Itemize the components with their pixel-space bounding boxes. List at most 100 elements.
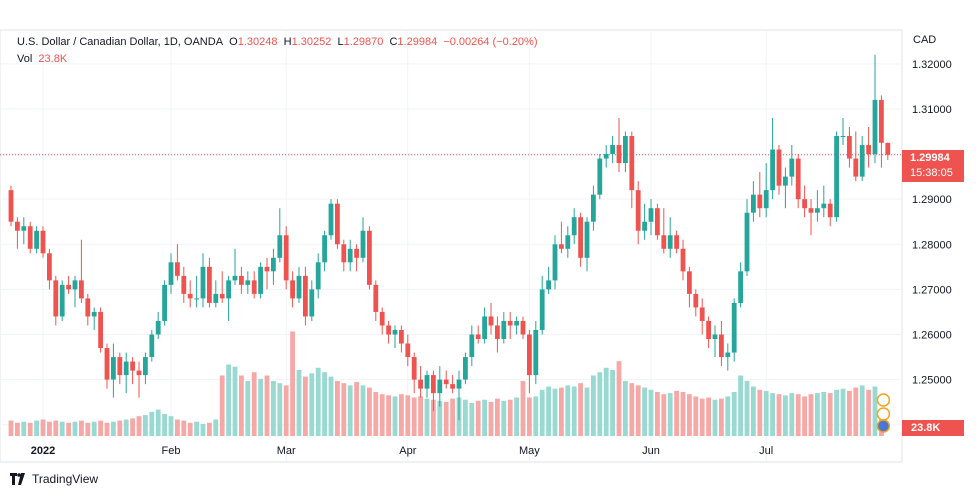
candle-body xyxy=(591,194,596,222)
legend-close-label: C xyxy=(389,36,398,48)
volume-bar xyxy=(130,418,135,436)
candle-body xyxy=(495,325,500,340)
candle-body xyxy=(239,275,244,285)
volume-bar xyxy=(392,396,398,436)
candle-body xyxy=(552,244,558,281)
volume-bar xyxy=(571,386,577,436)
candle-body xyxy=(303,275,308,317)
volume-bar xyxy=(386,395,391,436)
y-tick-label: 1.28000 xyxy=(912,239,952,251)
candle-body xyxy=(143,357,148,376)
volume-bar xyxy=(475,400,481,436)
volume-bar xyxy=(827,393,833,436)
volume-bar xyxy=(661,394,667,436)
volume-bar xyxy=(680,392,686,436)
volume-bar xyxy=(802,396,807,436)
volume-bar xyxy=(674,390,679,436)
candle-body xyxy=(744,212,750,272)
candle-body xyxy=(539,289,545,330)
volume-bar xyxy=(584,387,590,436)
tradingview-logo-icon xyxy=(10,473,25,485)
candle-body xyxy=(815,208,820,213)
volume-bar xyxy=(245,381,251,436)
candle-body xyxy=(642,221,647,231)
candle-body xyxy=(98,311,103,349)
volume-bar xyxy=(187,422,193,436)
volume-bar xyxy=(207,422,212,436)
candle-body xyxy=(418,379,423,389)
volume-bar xyxy=(373,392,379,436)
volume-bar xyxy=(213,419,219,436)
candle-body xyxy=(712,334,718,340)
candle-body xyxy=(226,280,231,299)
candle-body xyxy=(834,136,839,218)
currency-label[interactable]: CAD xyxy=(913,34,937,46)
volume-bar xyxy=(194,421,199,436)
legend-volume-label[interactable]: Vol xyxy=(17,53,33,65)
candle-body xyxy=(354,248,359,258)
volume-bar xyxy=(21,421,27,436)
candle-body xyxy=(853,158,859,177)
candle-body xyxy=(123,361,129,376)
candle-body xyxy=(482,316,487,340)
volume-bar xyxy=(840,388,846,436)
volume-bar xyxy=(117,420,123,436)
candle-body xyxy=(245,280,251,285)
volume-bar xyxy=(309,373,315,436)
candle-body xyxy=(296,275,302,299)
candle-body xyxy=(168,262,174,285)
volume-bar xyxy=(34,420,39,436)
candle-body xyxy=(597,158,603,195)
volume-bar xyxy=(104,422,110,436)
volume-bar xyxy=(603,367,609,436)
candle-body xyxy=(738,271,743,303)
candle-body xyxy=(386,325,391,335)
candle-body xyxy=(111,357,116,380)
candle-body xyxy=(648,208,654,222)
candle-body xyxy=(219,293,225,299)
volume-bar xyxy=(59,421,65,436)
brand-name: TradingView xyxy=(32,472,99,486)
candle-body xyxy=(623,136,628,164)
candle-body xyxy=(40,230,46,254)
volume-bar xyxy=(559,387,564,436)
volume-bar xyxy=(815,393,820,436)
bar-countdown: 15:38:05 xyxy=(910,167,953,179)
volume-bar xyxy=(834,389,839,436)
candle-body xyxy=(674,235,679,249)
candle-body xyxy=(117,357,123,376)
volume-bar xyxy=(514,397,519,436)
candle-body xyxy=(859,145,865,177)
y-tick-label: 1.32000 xyxy=(912,59,952,71)
volume-bar xyxy=(27,422,33,436)
x-tick-label: Jul xyxy=(759,445,773,457)
volume-bar xyxy=(175,419,180,436)
candle-body xyxy=(527,334,532,376)
volume-bar xyxy=(251,372,257,436)
candle-body xyxy=(463,357,468,380)
candle-body xyxy=(520,320,526,335)
volume-bar xyxy=(399,394,404,436)
volume-bar xyxy=(283,385,289,436)
candle-body xyxy=(571,217,577,236)
candle-body xyxy=(840,136,846,138)
volume-bar xyxy=(693,396,699,436)
x-tick-label: Mar xyxy=(277,445,296,457)
candle-body xyxy=(610,145,615,155)
candle-body xyxy=(501,320,507,340)
volume-bar xyxy=(847,390,852,436)
volume-bar xyxy=(719,398,724,436)
candle-body xyxy=(411,357,417,380)
candle-body xyxy=(232,275,238,281)
candle-body xyxy=(264,266,270,272)
candle-body xyxy=(258,266,263,294)
volume-bar xyxy=(687,394,692,436)
legend-symbol[interactable]: U.S. Dollar / Canadian Dollar, 1D, OANDA xyxy=(17,36,224,48)
candle-body xyxy=(53,280,59,317)
volume-bar xyxy=(578,383,583,436)
volume-bar xyxy=(795,394,801,436)
tradingview-brand[interactable]: TradingView xyxy=(10,472,98,486)
candle-body xyxy=(514,320,519,326)
candle-body xyxy=(72,280,78,290)
